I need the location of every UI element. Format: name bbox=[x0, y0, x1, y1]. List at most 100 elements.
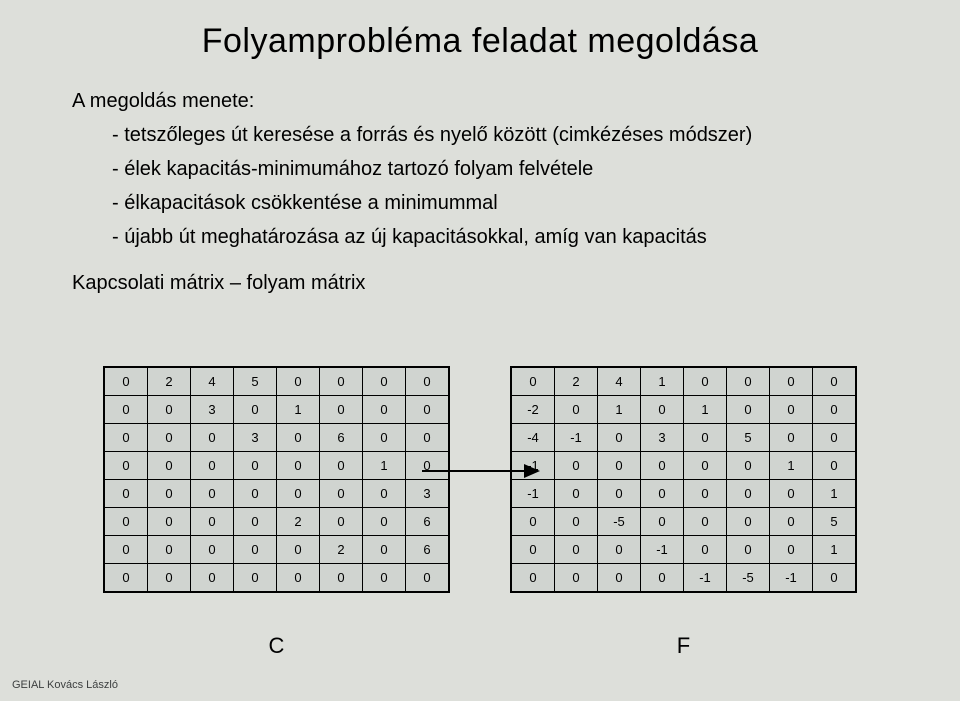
matrix-cell: 0 bbox=[277, 564, 320, 593]
matrix-cell: 0 bbox=[555, 452, 598, 480]
matrix-cell: 0 bbox=[813, 564, 857, 593]
matrix-cell: 0 bbox=[363, 508, 406, 536]
matrix-cell: 0 bbox=[770, 480, 813, 508]
matrix-cell: 0 bbox=[727, 452, 770, 480]
matrix-cell: 0 bbox=[684, 452, 727, 480]
matrix-cell: 0 bbox=[363, 396, 406, 424]
matrix-cell: 1 bbox=[598, 396, 641, 424]
matrix-cell: 0 bbox=[104, 424, 148, 452]
matrix-cell: 5 bbox=[727, 424, 770, 452]
matrix-cell: 3 bbox=[641, 424, 684, 452]
matrix-c-label: C bbox=[269, 633, 285, 659]
matrix-cell: 0 bbox=[598, 480, 641, 508]
matrix-cell: 0 bbox=[555, 508, 598, 536]
matrix-cell: 0 bbox=[363, 367, 406, 396]
matrix-cell: 0 bbox=[148, 452, 191, 480]
matrix-cell: 0 bbox=[684, 536, 727, 564]
matrix-cell: 0 bbox=[191, 452, 234, 480]
arrow-icon bbox=[420, 460, 540, 482]
matrix-cell: -5 bbox=[727, 564, 770, 593]
intro-line: A megoldás menete: bbox=[72, 86, 892, 116]
matrix-cell: 0 bbox=[320, 508, 363, 536]
matrix-cell: 0 bbox=[598, 424, 641, 452]
matrix-cell: 0 bbox=[148, 564, 191, 593]
matrix-cell: 0 bbox=[641, 480, 684, 508]
matrix-cell: 0 bbox=[104, 536, 148, 564]
matrix-cell: 0 bbox=[277, 480, 320, 508]
matrix-cell: 0 bbox=[234, 480, 277, 508]
matrix-cell: 0 bbox=[148, 480, 191, 508]
matrix-cell: 0 bbox=[234, 536, 277, 564]
matrix-cell: 0 bbox=[148, 536, 191, 564]
matrix-cell: 0 bbox=[320, 367, 363, 396]
matrix-cell: 2 bbox=[320, 536, 363, 564]
bullet-1: - élek kapacitás-minimumához tartozó fol… bbox=[72, 154, 892, 184]
matrix-cell: 0 bbox=[598, 564, 641, 593]
matrix-cell: 0 bbox=[813, 452, 857, 480]
matrix-cell: 6 bbox=[320, 424, 363, 452]
matrix-cell: 0 bbox=[363, 424, 406, 452]
matrix-cell: 0 bbox=[727, 480, 770, 508]
matrix-cell: 0 bbox=[770, 508, 813, 536]
matrix-cell: 0 bbox=[684, 480, 727, 508]
matrix-cell: 0 bbox=[363, 536, 406, 564]
matrix-cell: 0 bbox=[555, 536, 598, 564]
matrix-cell: 0 bbox=[813, 367, 857, 396]
matrix-cell: 0 bbox=[641, 508, 684, 536]
matrix-cell: 0 bbox=[406, 424, 450, 452]
matrix-cell: 6 bbox=[406, 536, 450, 564]
matrix-cell: 0 bbox=[406, 367, 450, 396]
matrix-cell: 2 bbox=[277, 508, 320, 536]
matrix-cell: 0 bbox=[363, 564, 406, 593]
matrix-cell: 0 bbox=[598, 536, 641, 564]
matrix-cell: 0 bbox=[511, 508, 555, 536]
matrix-cell: 0 bbox=[234, 508, 277, 536]
matrix-cell: 0 bbox=[191, 564, 234, 593]
matrix-cell: 0 bbox=[813, 396, 857, 424]
matrix-cell: 0 bbox=[406, 564, 450, 593]
matrix-cell: 0 bbox=[104, 480, 148, 508]
matrix-cell: 0 bbox=[684, 367, 727, 396]
matrix-cell: 1 bbox=[641, 367, 684, 396]
matrix-cell: 3 bbox=[191, 396, 234, 424]
matrix-cell: 0 bbox=[277, 424, 320, 452]
matrix-cell: 0 bbox=[320, 396, 363, 424]
matrix-cell: 0 bbox=[191, 424, 234, 452]
matrix-cell: 0 bbox=[320, 452, 363, 480]
bullet-3: - újabb út meghatározása az új kapacitás… bbox=[72, 222, 892, 252]
matrix-cell: 0 bbox=[148, 508, 191, 536]
matrix-cell: 1 bbox=[813, 480, 857, 508]
matrix-cell: 0 bbox=[104, 452, 148, 480]
matrix-cell: 0 bbox=[511, 564, 555, 593]
matrix-cell: -1 bbox=[555, 424, 598, 452]
matrix-cell: -2 bbox=[511, 396, 555, 424]
footer-author: GEIAL Kovács László bbox=[12, 679, 118, 691]
matrix-cell: 0 bbox=[770, 424, 813, 452]
matrix-cell: 0 bbox=[234, 396, 277, 424]
matrix-cell: 0 bbox=[641, 564, 684, 593]
matrix-cell: 0 bbox=[641, 396, 684, 424]
matrix-cell: 0 bbox=[363, 480, 406, 508]
matrix-cell: 0 bbox=[104, 367, 148, 396]
matrix-cell: 0 bbox=[598, 452, 641, 480]
matrix-cell: 0 bbox=[770, 367, 813, 396]
matrices-area: 0245000000301000000306000000001000000003… bbox=[0, 366, 960, 659]
matrix-cell: 0 bbox=[148, 396, 191, 424]
matrix-cell: 1 bbox=[684, 396, 727, 424]
matrix-cell: 0 bbox=[191, 480, 234, 508]
matrix-cell: 0 bbox=[104, 508, 148, 536]
matrix-cell: 1 bbox=[813, 536, 857, 564]
matrix-cell: 6 bbox=[406, 508, 450, 536]
matrix-cell: 5 bbox=[813, 508, 857, 536]
matrix-cell: 0 bbox=[104, 564, 148, 593]
matrix-cell: 0 bbox=[277, 536, 320, 564]
matrix-c: 0245000000301000000306000000001000000003… bbox=[103, 366, 450, 593]
matrix-cell: 0 bbox=[684, 424, 727, 452]
matrix-cell: -1 bbox=[511, 480, 555, 508]
matrix-cell: 0 bbox=[727, 396, 770, 424]
matrix-cell: -1 bbox=[641, 536, 684, 564]
matrix-cell: 0 bbox=[191, 508, 234, 536]
matrix-cell: 0 bbox=[727, 536, 770, 564]
bullet-2: - élkapacitások csökkentése a minimummal bbox=[72, 188, 892, 218]
matrix-cell: 1 bbox=[770, 452, 813, 480]
